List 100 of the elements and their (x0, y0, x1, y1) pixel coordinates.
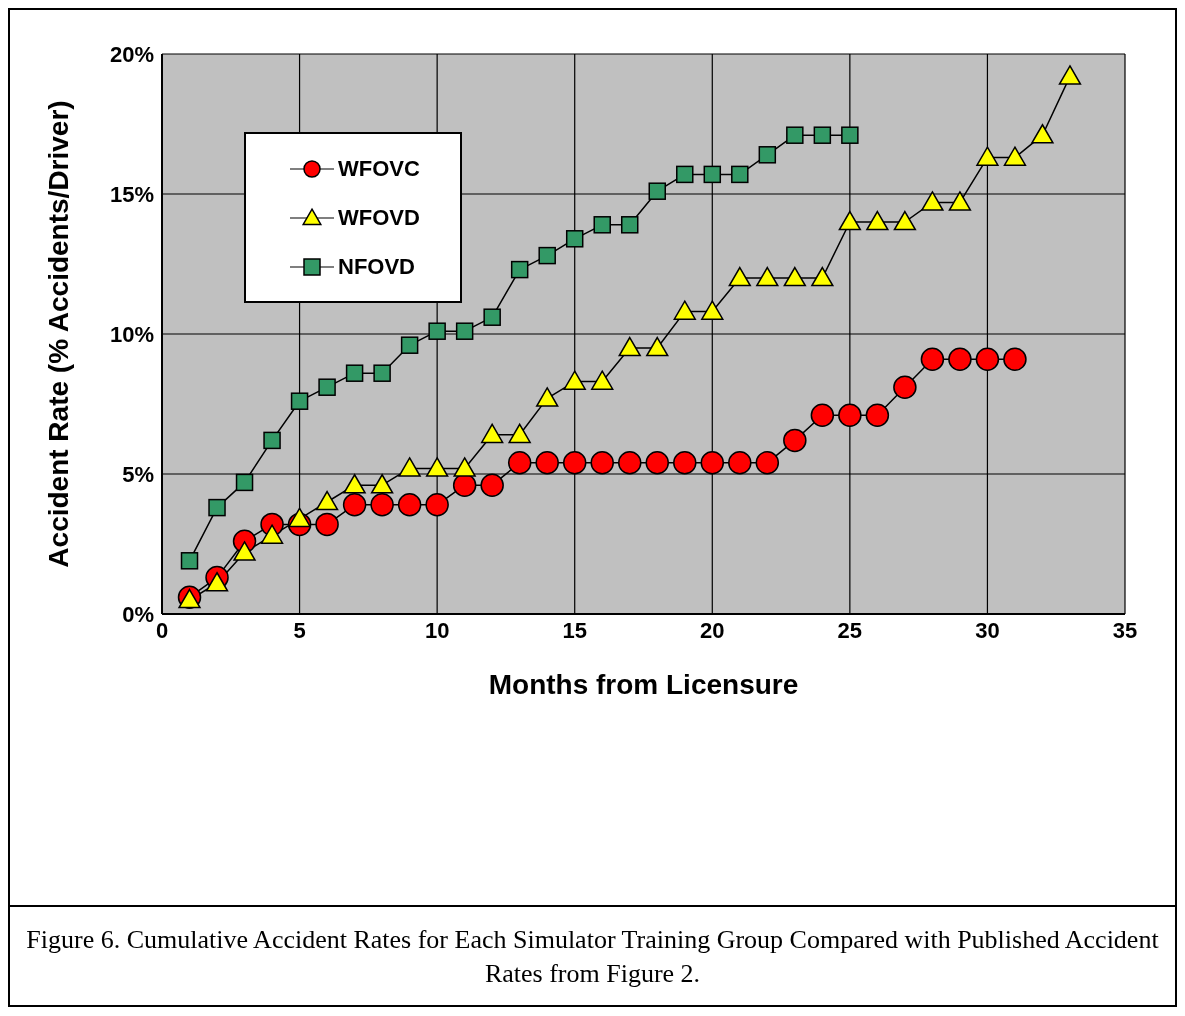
point (562, 451, 587, 475)
point (263, 431, 281, 450)
point (620, 216, 639, 234)
x-tick-label: 20 (700, 617, 725, 643)
point (838, 403, 862, 427)
point (591, 370, 614, 390)
y-tick-label: 15% (109, 181, 154, 207)
point (783, 428, 807, 453)
point (676, 165, 694, 184)
point (920, 347, 945, 371)
point (480, 423, 504, 444)
point (373, 364, 391, 382)
point (425, 457, 449, 477)
point (205, 572, 229, 592)
x-tick-label: 5 (293, 617, 306, 643)
legend-label: WFOVD (338, 204, 420, 231)
point (455, 322, 474, 340)
x-tick-label: 35 (1112, 617, 1138, 643)
point (728, 451, 752, 475)
point (1058, 65, 1082, 85)
point (645, 451, 670, 475)
point (813, 126, 832, 144)
point (480, 473, 504, 497)
point (976, 146, 999, 166)
point (617, 451, 642, 475)
point (783, 266, 807, 287)
y-tick-label: 10% (109, 321, 154, 347)
point (315, 512, 339, 537)
point (756, 266, 779, 287)
point (535, 451, 559, 475)
point (731, 165, 749, 184)
point (1003, 347, 1027, 371)
point (975, 347, 1000, 371)
x-tick-label: 15 (562, 617, 587, 643)
caption: Figure 6. Cumulative Accident Rates for Each Simulator Training Group Compared with Published Accident Rates from Figure 2. (10, 905, 1175, 1005)
point (318, 378, 336, 396)
point (400, 336, 419, 354)
point (786, 126, 804, 144)
point (398, 457, 421, 477)
point (811, 266, 834, 287)
point (315, 490, 339, 511)
point (1003, 146, 1027, 166)
point (508, 423, 531, 444)
point (701, 300, 724, 320)
point (703, 165, 722, 184)
point (536, 387, 559, 407)
point (593, 216, 611, 234)
point (370, 474, 394, 494)
point (810, 403, 835, 427)
point (565, 230, 584, 248)
point (648, 182, 667, 200)
point (453, 457, 476, 477)
legend-label: NFOVD (338, 253, 415, 280)
point (260, 524, 284, 544)
point (948, 191, 972, 211)
y-tick-label: 5% (122, 461, 154, 487)
point (618, 336, 641, 357)
point (755, 451, 780, 475)
point (700, 451, 725, 475)
point (758, 146, 777, 164)
point (866, 210, 889, 231)
point (180, 552, 199, 570)
point (893, 375, 917, 399)
point (343, 474, 366, 494)
point (1031, 124, 1054, 144)
point (233, 541, 256, 561)
point (948, 347, 972, 371)
x-tick-label: 10 (424, 617, 450, 643)
point (563, 370, 586, 390)
point (397, 493, 422, 517)
y-axis-title: Accident Rate (% Accidents/Driver) (42, 100, 74, 568)
point (370, 493, 394, 517)
point (728, 266, 751, 287)
point (538, 246, 556, 265)
point (483, 308, 501, 326)
point (673, 300, 696, 320)
point (865, 403, 890, 427)
point (235, 473, 254, 492)
point (288, 507, 311, 528)
point (290, 392, 309, 410)
x-tick-label: 25 (837, 617, 863, 643)
x-axis-title: Months from Licensure (488, 669, 799, 700)
point (646, 336, 669, 357)
point (342, 493, 367, 517)
legend-label: WFOVC (338, 155, 420, 182)
point (510, 260, 529, 279)
y-tick-label: 0% (122, 601, 154, 627)
point (345, 364, 364, 382)
point (425, 493, 449, 517)
point (507, 451, 532, 475)
point (841, 126, 859, 144)
point (590, 451, 614, 475)
point (893, 210, 917, 231)
point (428, 322, 446, 340)
point (838, 210, 862, 231)
y-tick-label: 20% (109, 41, 154, 67)
point (208, 498, 226, 517)
point (673, 451, 697, 475)
x-tick-label: 0 (155, 617, 169, 643)
x-tick-label: 30 (975, 617, 1000, 643)
